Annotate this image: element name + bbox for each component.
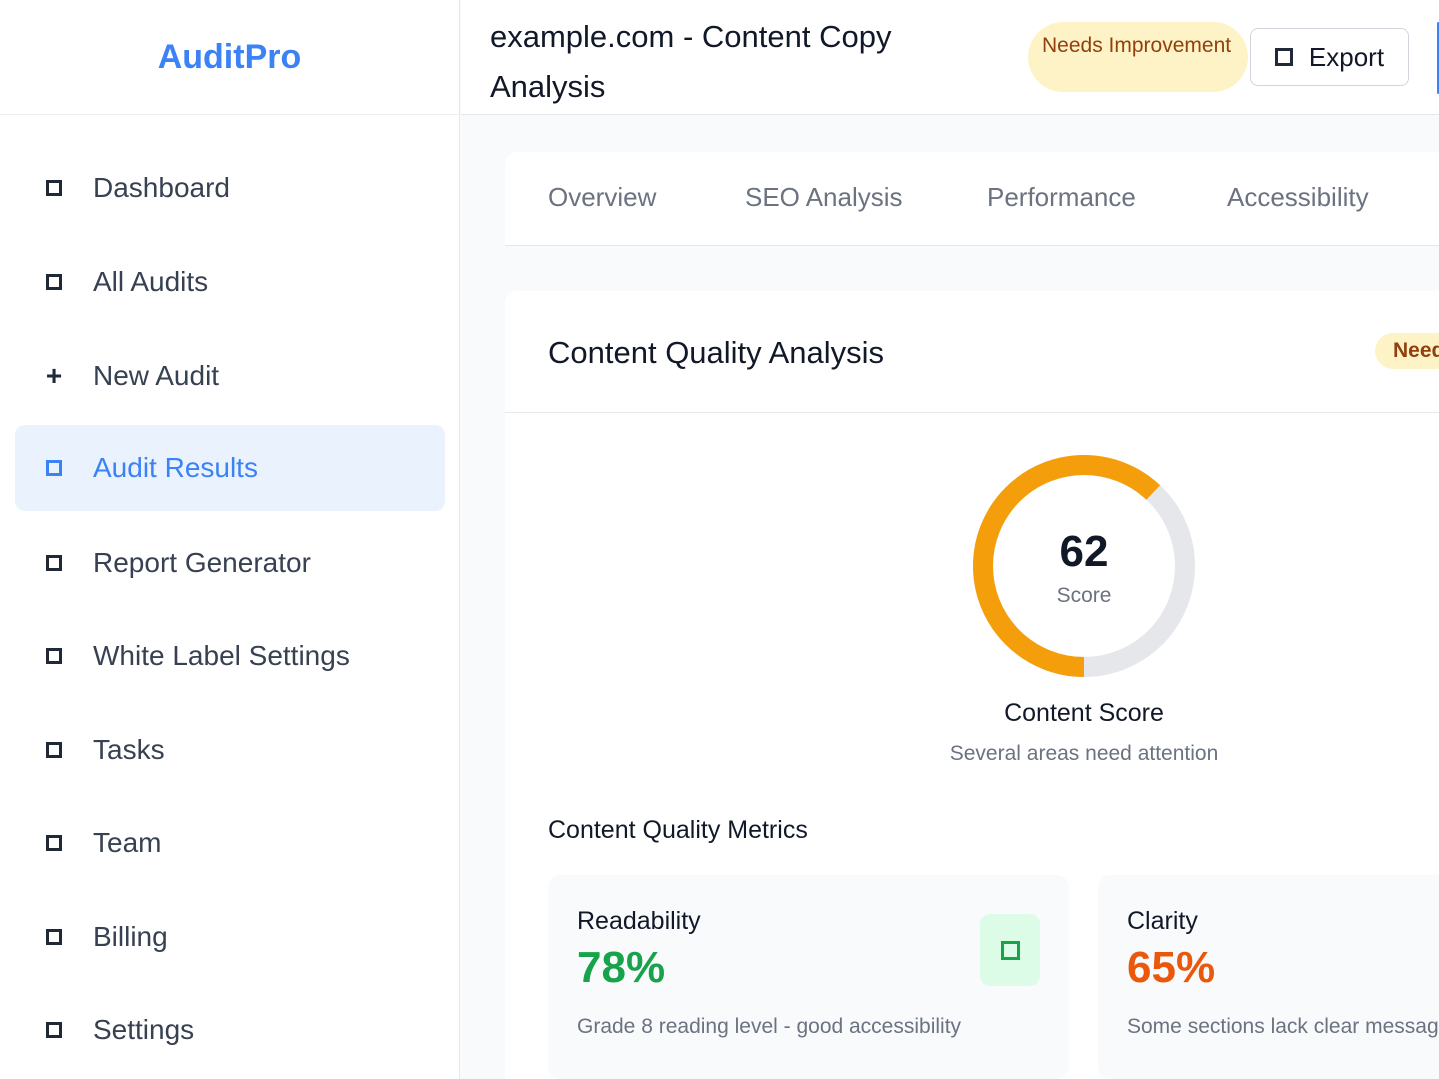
metric-description: Grade 8 reading level - good accessibili… [577, 1015, 962, 1038]
top-header: example.com - Content Copy Analysis Need… [461, 0, 1439, 115]
content-quality-card: Content Quality Analysis Needs Improveme… [505, 291, 1439, 1079]
sidebar-item-dashboard[interactable]: Dashboard [15, 145, 445, 231]
status-badge: Needs Improvement [1028, 22, 1248, 92]
sidebar-item-billing[interactable]: Billing [15, 894, 445, 980]
sidebar-item-label: Settings [93, 1014, 195, 1045]
metric-value: 78% [577, 943, 666, 992]
card-title: Content Quality Analysis [548, 335, 885, 370]
metric-description: Some sections lack clear messaging [1127, 1015, 1439, 1038]
metrics-section-title: Content Quality Metrics [548, 816, 808, 844]
plus-icon: + [45, 360, 63, 391]
app-logo[interactable]: AuditPro [0, 0, 459, 115]
square-icon [43, 645, 65, 667]
sidebar-item-label: Audit Results [93, 452, 258, 483]
export-button-label: Export [1308, 41, 1385, 72]
tab-seo-analysis[interactable]: SEO Analysis [745, 182, 903, 212]
sidebar-item-label: Team [93, 827, 162, 858]
sidebar-item-label: White Label Settings [93, 640, 350, 671]
sidebar-item-new-audit[interactable]: + New Audit [15, 333, 445, 419]
sidebar-item-label: New Audit [93, 360, 220, 391]
tab-overview[interactable]: Overview [548, 182, 657, 212]
content-score-title: Content Score [1004, 699, 1164, 727]
metric-card-clarity[interactable]: Clarity 65% Some sections lack clear mes… [1098, 875, 1439, 1079]
sidebar-item-label: Billing [93, 921, 168, 952]
tab-bar: Overview SEO Analysis Performance Access… [505, 152, 1439, 246]
square-icon [43, 457, 65, 479]
sidebar-item-label: Report Generator [93, 547, 311, 578]
sidebar-item-label: Dashboard [93, 172, 230, 203]
square-icon [43, 177, 65, 199]
sidebar-item-tasks[interactable]: Tasks [15, 707, 445, 793]
square-icon [43, 271, 65, 293]
sidebar-item-audit-results[interactable]: Audit Results [15, 425, 445, 511]
card-status-badge: Needs Improvement [1375, 333, 1439, 369]
page-title: example.com - Content Copy Analysis [490, 19, 892, 104]
sidebar-item-label: Tasks [93, 734, 165, 765]
content-score-subtitle: Several areas need attention [949, 742, 1219, 765]
check-square-icon [980, 914, 1040, 986]
export-button[interactable]: Export [1250, 28, 1409, 86]
gauge-fill [973, 455, 1195, 677]
square-icon [43, 1019, 65, 1041]
sidebar-item-white-label-settings[interactable]: White Label Settings [15, 613, 445, 699]
tab-accessibility[interactable]: Accessibility [1227, 182, 1369, 212]
sidebar-item-report-generator[interactable]: Report Generator [15, 520, 445, 606]
sidebar-item-team[interactable]: Team [15, 800, 445, 886]
primary-button-edge[interactable] [1437, 22, 1439, 94]
square-icon [43, 552, 65, 574]
square-icon [43, 926, 65, 948]
metric-value: 65% [1127, 943, 1216, 992]
sidebar-item-settings[interactable]: Settings [15, 987, 445, 1073]
square-icon [43, 832, 65, 854]
score-gauge [973, 455, 1195, 677]
sidebar-item-label: All Audits [93, 266, 209, 297]
metric-card-readability[interactable]: Readability 78% Grade 8 reading level - … [548, 875, 1069, 1079]
metric-name: Clarity [1127, 907, 1198, 935]
score-label: Score [1056, 584, 1112, 607]
square-icon [43, 739, 65, 761]
card-divider [505, 412, 1439, 413]
metric-name: Readability [577, 907, 701, 935]
sidebar: AuditPro Dashboard All Audits + New Audi… [0, 0, 460, 1079]
score-value: 62 [1059, 527, 1109, 576]
sidebar-item-all-audits[interactable]: All Audits [15, 239, 445, 325]
square-icon [1274, 48, 1293, 66]
tab-performance[interactable]: Performance [987, 182, 1136, 212]
